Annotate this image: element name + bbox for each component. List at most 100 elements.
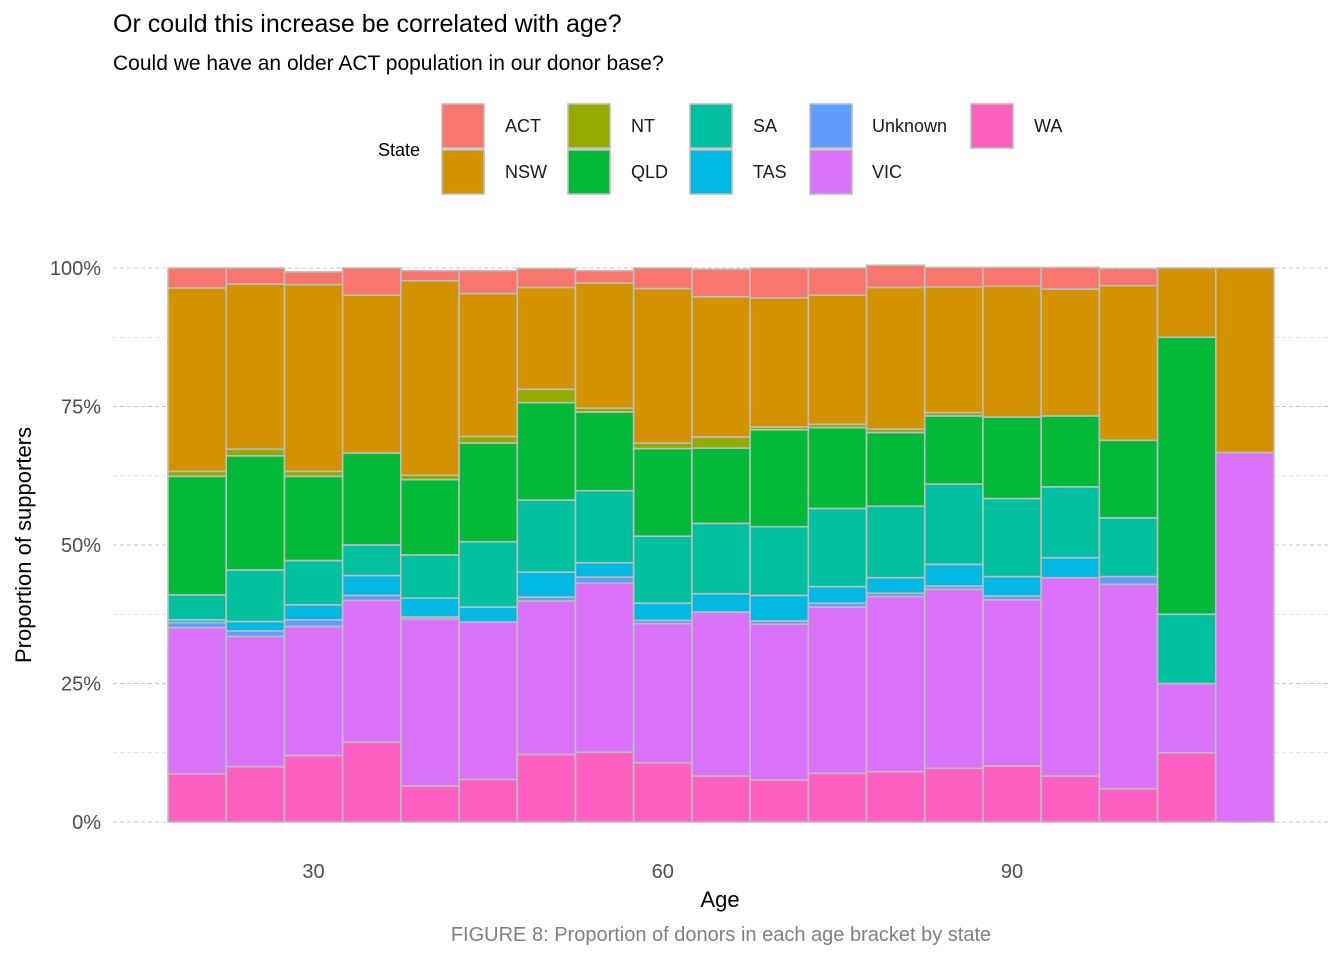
bars <box>167 264 1275 823</box>
legend-label: Unknown <box>872 116 947 136</box>
bar-age-25 <box>225 267 286 823</box>
legend-item-nt: NT <box>567 103 655 149</box>
x-tick-label: 30 <box>302 861 324 883</box>
bar-segment-wa <box>283 754 344 823</box>
bar-segment-act <box>516 267 577 289</box>
bar-segment-act <box>632 267 693 290</box>
bar-segment-nsw <box>516 286 577 391</box>
bar-segment-nt <box>225 448 286 457</box>
legend-item-tas: TAS <box>689 149 787 195</box>
bar-segment-sa <box>225 569 286 623</box>
bar-segment-tas <box>982 575 1042 597</box>
bar-segment-vic <box>982 599 1042 767</box>
bar-segment-tas <box>458 606 519 623</box>
bar-segment-vic <box>341 599 402 744</box>
bar-age-65 <box>691 268 751 823</box>
legend-item-qld: QLD <box>567 149 668 195</box>
bar-age-35 <box>341 267 402 823</box>
bar-segment-wa <box>574 751 635 823</box>
y-tick-label: 50% <box>61 535 101 557</box>
chart-title: Or could this increase be correlated wit… <box>113 10 622 38</box>
bar-segment-qld <box>400 478 460 556</box>
bar-segment-nsw <box>691 296 751 438</box>
legend-item-wa: WA <box>970 103 1062 149</box>
bar-segment-tas <box>691 592 751 613</box>
bar-segment-tas <box>574 561 635 578</box>
bar-segment-nsw <box>749 297 810 428</box>
bar-segment-wa <box>749 779 810 823</box>
bar-segment-unknown <box>283 618 344 628</box>
bar-segment-nt <box>458 435 519 444</box>
y-axis-title: Proportion of supporters <box>11 427 36 663</box>
legend-swatch <box>567 149 611 195</box>
bar-segment-sa <box>574 489 635 564</box>
x-axis: 30 60 90 <box>302 861 1023 883</box>
bar-segment-wa <box>225 765 286 823</box>
bar-segment-nsw <box>807 294 868 426</box>
bar-segment-sa <box>458 540 519 608</box>
legend-label: ACT <box>505 116 541 136</box>
bar-segment-sa <box>1098 517 1159 578</box>
legend-item-sa: SA <box>689 103 777 149</box>
bar-segment-act <box>574 269 635 284</box>
bar-segment-vic <box>225 635 286 768</box>
bar-segment-wa <box>865 770 926 823</box>
legend: State ACT NSW NT QLD SA TAS Unknown VIC WA <box>378 103 1062 195</box>
bar-segment-wa <box>923 767 984 823</box>
bar-age-75 <box>807 267 868 823</box>
bar-segment-vic <box>865 595 926 773</box>
bar-segment-sa <box>167 594 228 621</box>
bar-segment-sa <box>749 525 810 597</box>
bar-segment-nsw <box>400 279 460 476</box>
bar-segment-vic <box>1098 583 1159 790</box>
bar-segment-sa <box>516 499 577 573</box>
bar-segment-act <box>865 264 926 289</box>
bar-segment-nsw <box>1214 267 1275 454</box>
bar-age-100 <box>1098 267 1159 823</box>
bar-segment-vic <box>1040 576 1101 777</box>
x-tick-label: 60 <box>652 861 674 883</box>
bar-segment-sa <box>341 544 402 577</box>
legend-swatch <box>567 103 611 149</box>
bar-segment-act <box>807 267 868 296</box>
bar-segment-act <box>1098 267 1159 287</box>
legend-item-nsw: NSW <box>441 149 547 195</box>
legend-label: VIC <box>872 162 902 182</box>
bar-segment-sa <box>691 522 751 595</box>
bar-segment-sa <box>1156 613 1217 685</box>
bar-segment-nsw <box>167 287 228 473</box>
bar-age-85 <box>923 266 984 823</box>
bar-age-50 <box>516 267 577 823</box>
bar-segment-wa <box>982 765 1042 823</box>
bar-segment-vic <box>923 588 984 770</box>
bar-segment-vic <box>283 625 344 757</box>
bar-segment-nsw <box>283 283 344 473</box>
bar-segment-nt <box>691 436 751 449</box>
bar-segment-sa <box>807 507 868 588</box>
bar-segment-nsw <box>458 292 519 438</box>
bar-segment-vic <box>516 600 577 756</box>
x-axis-title: Age <box>700 887 739 912</box>
bar-age-55 <box>574 269 635 823</box>
bar-segment-wa <box>632 761 693 823</box>
bar-segment-sa <box>923 483 984 566</box>
bar-age-20 <box>167 267 228 823</box>
bar-segment-qld <box>923 415 984 485</box>
bar-segment-qld <box>865 431 926 508</box>
bar-segment-nsw <box>341 294 402 454</box>
bar-segment-wa <box>807 772 868 823</box>
bar-segment-wa <box>167 773 228 823</box>
bar-segment-vic <box>400 618 460 787</box>
bar-segment-sa <box>283 559 344 606</box>
legend-swatch <box>970 103 1014 149</box>
legend-title: State <box>378 140 420 160</box>
bar-segment-nsw <box>1156 267 1217 339</box>
bar-segment-act <box>749 267 810 299</box>
bar-segment-sa <box>865 505 926 579</box>
bar-segment-wa <box>1098 787 1159 823</box>
bar-segment-tas <box>516 571 577 598</box>
bar-segment-qld <box>167 475 228 596</box>
chart-subtitle: Could we have an older ACT population in… <box>113 52 664 75</box>
bar-segment-vic <box>167 626 228 775</box>
bar-segment-nt <box>516 388 577 404</box>
